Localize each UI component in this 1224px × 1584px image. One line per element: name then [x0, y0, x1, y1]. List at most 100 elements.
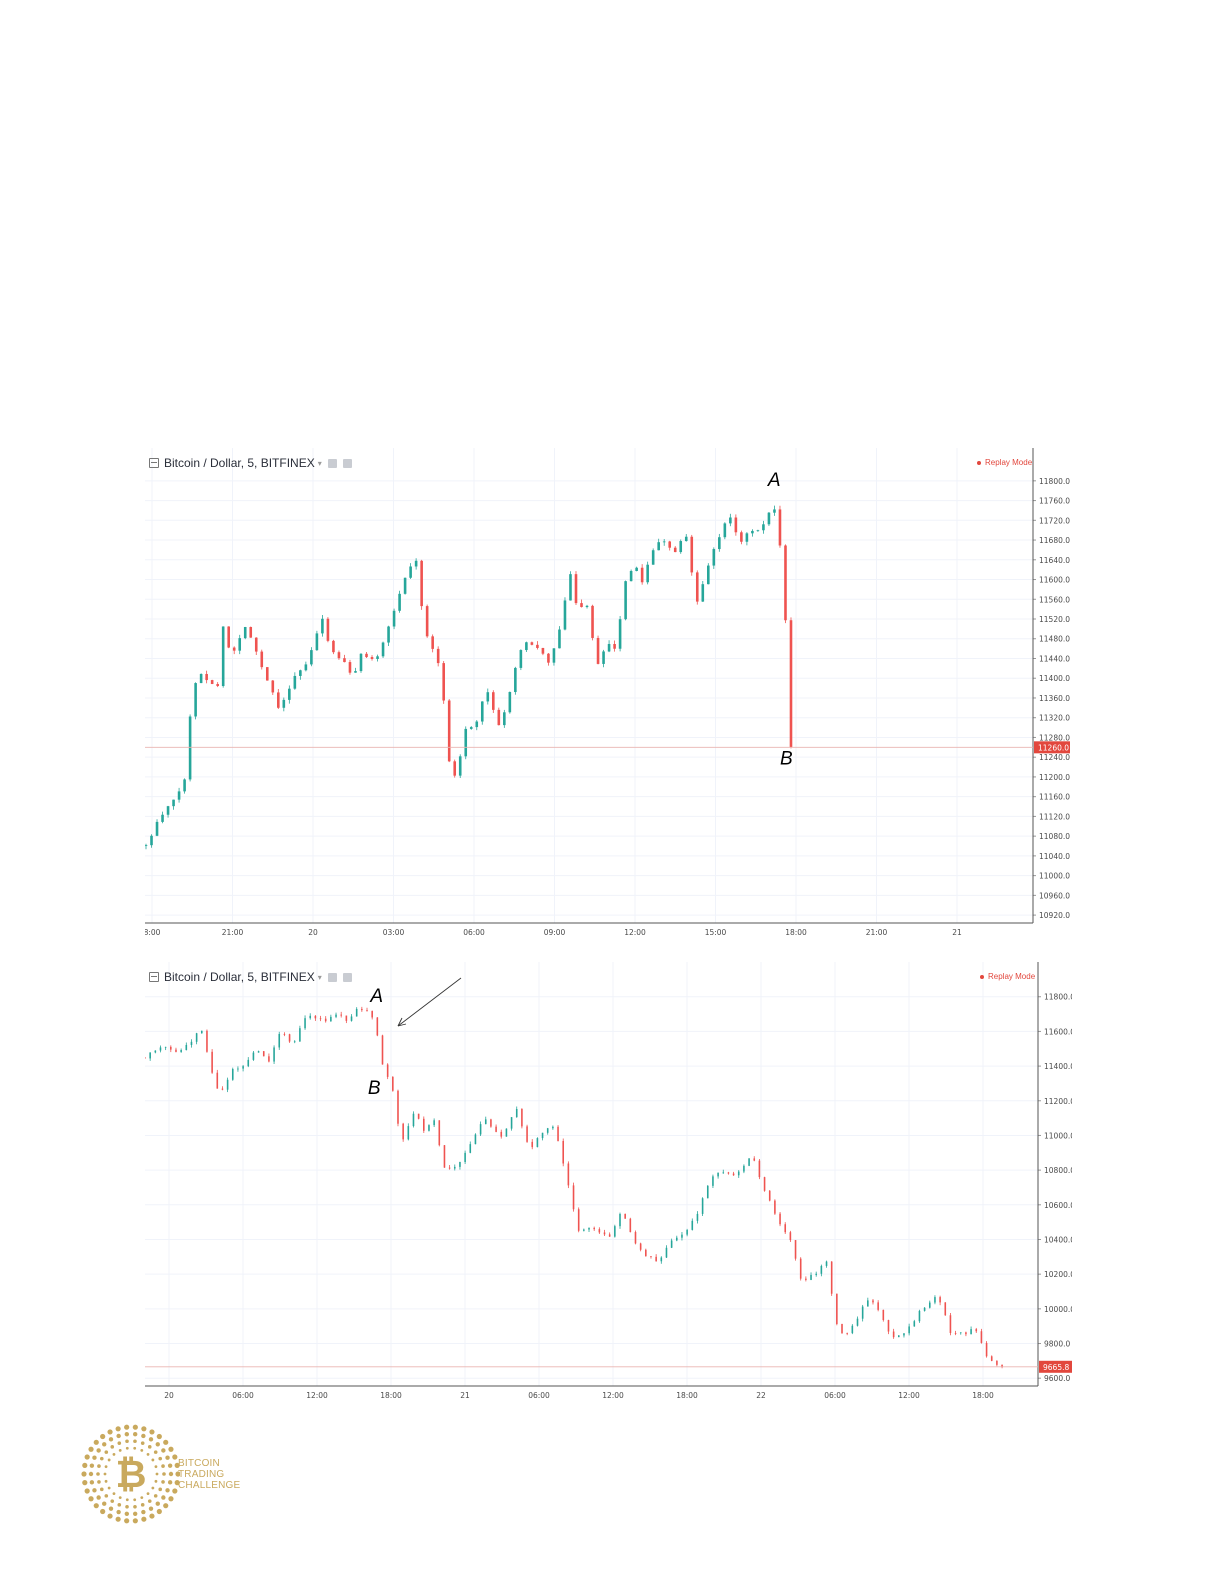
candle	[588, 1227, 590, 1233]
candle	[530, 641, 534, 646]
candle-body	[745, 533, 749, 542]
replay-mode-badge-2[interactable]: Replay Mode	[980, 972, 1035, 981]
candle	[908, 1323, 910, 1336]
candle	[425, 604, 429, 638]
candle-body	[386, 1064, 389, 1077]
candle	[199, 673, 203, 684]
candle	[265, 667, 269, 681]
symbol-title-2[interactable]: Bitcoin / Dollar, 5, BITFINEX	[164, 970, 315, 984]
candle-body	[314, 1015, 317, 1019]
candle-body	[629, 1218, 632, 1233]
candle-body	[651, 550, 655, 565]
candle-body	[145, 1057, 146, 1059]
x-tick-label: 21	[952, 928, 962, 937]
candle-body	[657, 542, 660, 551]
candle-body	[975, 1329, 978, 1332]
candle-body	[846, 1333, 848, 1334]
logo-dot	[140, 1503, 145, 1507]
candle	[861, 1304, 864, 1322]
candle-body	[607, 643, 611, 652]
logo-dot	[107, 1458, 111, 1462]
candle	[166, 805, 170, 818]
logo-dot	[132, 1424, 138, 1430]
candle-body	[164, 1046, 167, 1048]
candle-body	[526, 1126, 528, 1142]
candle-body	[324, 1018, 327, 1022]
collapse-icon[interactable]	[149, 972, 159, 982]
candle	[392, 1076, 394, 1092]
candle-body	[464, 1152, 466, 1162]
candle	[366, 1007, 368, 1012]
candle	[701, 580, 705, 602]
candle-body	[185, 1044, 188, 1051]
candle	[397, 1089, 399, 1127]
candle-body	[624, 581, 627, 620]
candle	[414, 558, 418, 570]
candle	[161, 811, 164, 824]
candle	[784, 1222, 787, 1234]
remove-icon[interactable]	[342, 972, 352, 982]
logo-dot	[158, 1456, 163, 1461]
candle-body	[602, 651, 605, 664]
logo-dot	[167, 1463, 173, 1468]
collapse-icon[interactable]	[149, 458, 159, 468]
candle-body	[262, 1051, 265, 1057]
logo-dot	[167, 1480, 173, 1485]
y-tick-label: 11200.0	[1044, 1097, 1072, 1106]
remove-icon[interactable]	[342, 458, 352, 468]
x-tick-label: 06:00	[528, 1391, 550, 1400]
settings-icon[interactable]	[327, 972, 337, 982]
last-price-label: 11260.0	[1038, 743, 1069, 752]
candle	[398, 590, 401, 613]
candle-body	[423, 1118, 425, 1131]
chevron-down-icon[interactable]: ▾	[317, 458, 322, 468]
candle	[249, 626, 253, 638]
y-tick-label: 10000.0	[1044, 1305, 1072, 1314]
candle-body	[717, 1172, 719, 1177]
logo-dot	[149, 1429, 155, 1435]
candle	[954, 1330, 957, 1336]
candle	[299, 669, 302, 680]
candle-body	[521, 1109, 523, 1127]
chevron-down-icon[interactable]: ▾	[317, 972, 322, 982]
logo-dot	[93, 1503, 99, 1509]
candle-body	[337, 652, 341, 659]
logo-dot	[110, 1499, 115, 1503]
candle-body	[1001, 1364, 1003, 1367]
candle	[521, 1108, 523, 1129]
candle	[949, 1313, 952, 1336]
candle-body	[486, 692, 490, 702]
candle-body	[629, 570, 633, 582]
chart-header-1: Bitcoin / Dollar, 5, BITFINEX ▾	[149, 456, 352, 470]
candle	[271, 680, 275, 695]
candle	[944, 1302, 947, 1316]
logo-dot	[153, 1494, 158, 1498]
logo-dot	[175, 1471, 181, 1477]
candle-body	[758, 1160, 761, 1178]
candle-body	[252, 1052, 255, 1060]
candle-body	[332, 640, 335, 653]
logo-dot	[141, 1509, 146, 1515]
last-price-tag	[1039, 1360, 1072, 1373]
candle-body	[830, 1261, 833, 1294]
candle-body	[227, 626, 230, 648]
x-tick-label: 06:00	[463, 928, 485, 937]
candle-body	[841, 1324, 843, 1334]
replay-mode-badge-1[interactable]: Replay Mode	[977, 458, 1032, 467]
candle	[343, 654, 346, 663]
candle-body	[655, 1256, 657, 1262]
candle-body	[774, 1200, 776, 1214]
x-tick-label: 12:00	[306, 1391, 328, 1400]
candle	[706, 1185, 709, 1199]
candle-body	[359, 653, 363, 672]
symbol-title-1[interactable]: Bitcoin / Dollar, 5, BITFINEX	[164, 456, 315, 470]
candle-body	[232, 647, 236, 651]
logo-dot	[100, 1508, 106, 1515]
candle	[495, 1124, 497, 1133]
candle-body	[618, 619, 622, 649]
settings-icon[interactable]	[327, 458, 337, 468]
candle-body	[293, 1041, 296, 1043]
candle	[145, 1057, 146, 1059]
candle	[723, 522, 727, 540]
candle-body	[530, 642, 534, 645]
